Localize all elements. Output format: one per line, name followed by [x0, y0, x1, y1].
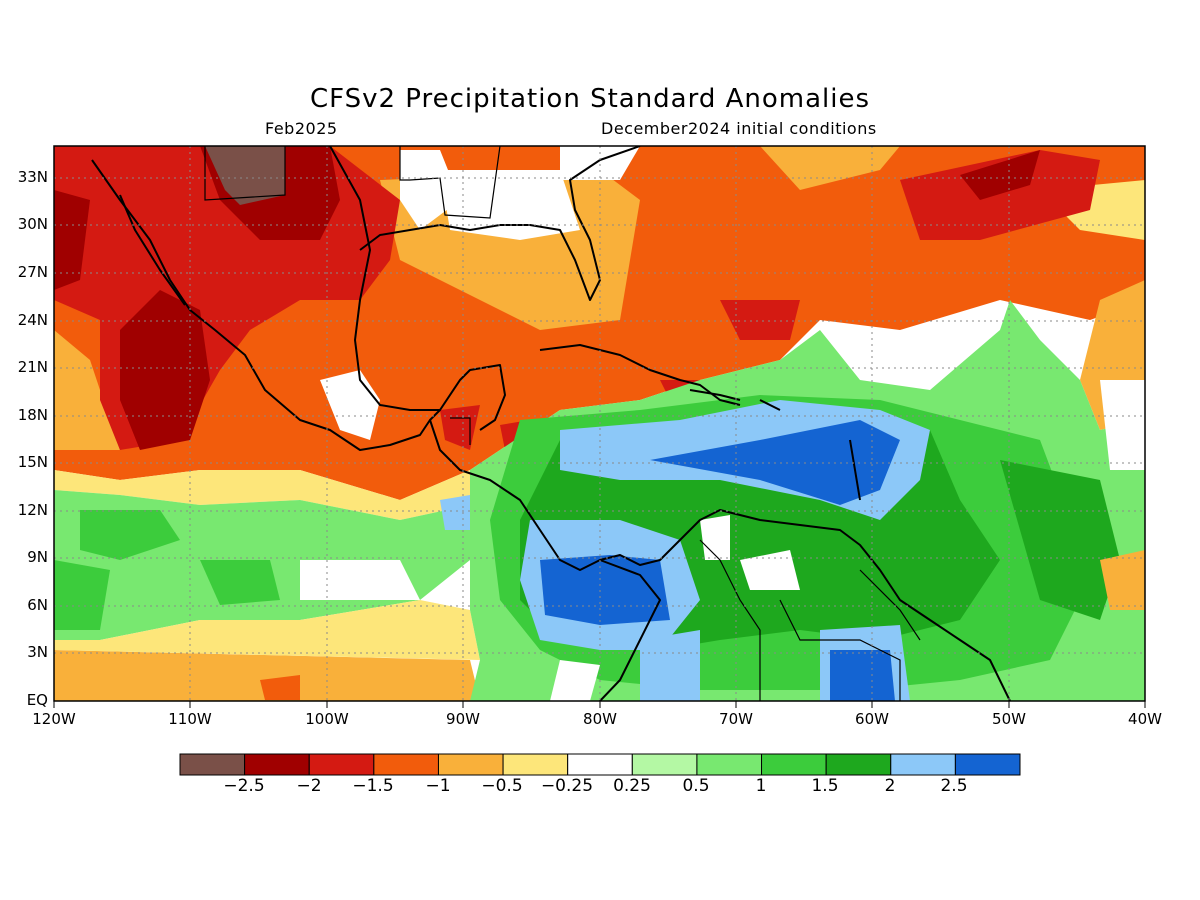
colorbar-label: 0.25	[613, 776, 651, 796]
colorbar-swatch	[502, 753, 569, 776]
lat-label: 9N	[27, 548, 48, 566]
lon-label: 110W	[168, 710, 212, 728]
lon-label: 60W	[855, 710, 889, 728]
lon-label: 50W	[992, 710, 1026, 728]
colorbar-swatch	[696, 753, 763, 776]
colorbar-label: 2.5	[940, 776, 968, 796]
colorbar-swatch	[373, 753, 439, 776]
colorbar-swatch	[244, 753, 310, 776]
lat-label: 21N	[17, 358, 48, 376]
lat-label: 6N	[27, 596, 48, 614]
colorbar-label: 0.5	[682, 776, 710, 796]
colorbar-swatch	[567, 753, 633, 776]
lat-label: 12N	[17, 501, 48, 519]
colorbar-swatch	[308, 753, 375, 776]
colorbar-label: −1	[425, 776, 451, 796]
lat-label: 27N	[17, 263, 48, 281]
lon-label: 100W	[305, 710, 349, 728]
lon-label: 70W	[719, 710, 753, 728]
colorbar-swatch	[631, 753, 698, 776]
axis-ticks	[53, 701, 1146, 708]
lat-label: 33N	[17, 168, 48, 186]
lon-label: 120W	[32, 710, 76, 728]
lat-label: 30N	[17, 215, 48, 233]
colorbar-label: −2.5	[223, 776, 265, 796]
colorbar-swatch	[890, 753, 956, 776]
valid-month-label: Feb2025	[265, 119, 338, 138]
init-conditions-label: December2024 initial conditions	[601, 119, 877, 138]
colorbar	[179, 753, 1021, 776]
colorbar-label: −0.25	[540, 776, 594, 796]
colorbar-label: −1.5	[352, 776, 394, 796]
colorbar-swatch	[825, 753, 892, 776]
lon-label: 40W	[1128, 710, 1162, 728]
colorbar-label: 1.5	[811, 776, 839, 796]
colorbar-label: 2	[884, 776, 896, 796]
colorbar-label: −0.5	[481, 776, 523, 796]
lat-label: 18N	[17, 406, 48, 424]
colorbar-swatch	[761, 753, 827, 776]
lon-label: 80W	[583, 710, 617, 728]
colorbar-label: 1	[755, 776, 767, 796]
lat-label: 3N	[27, 643, 48, 661]
colorbar-label: −2	[296, 776, 322, 796]
lat-label: 15N	[17, 453, 48, 471]
anomaly-field	[54, 146, 1145, 701]
map-title: CFSv2 Precipitation Standard Anomalies	[309, 84, 871, 114]
lat-label: EQ	[26, 691, 48, 709]
colorbar-swatch	[179, 753, 246, 776]
lat-label: 24N	[17, 311, 48, 329]
coastlines	[91, 146, 1011, 701]
lon-label: 90W	[446, 710, 480, 728]
colorbar-swatch	[954, 753, 1021, 776]
colorbar-swatch	[437, 753, 504, 776]
gridlines	[54, 146, 1145, 701]
